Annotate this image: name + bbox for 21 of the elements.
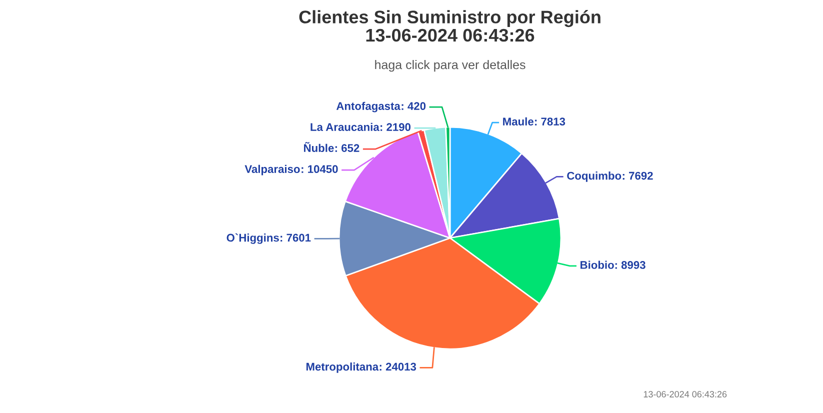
slice-label: Antofagasta	[336, 102, 400, 112]
data-label: : 7692	[622, 172, 653, 180]
data-label: : 2190	[380, 123, 411, 132]
data-label: : 652	[335, 144, 360, 152]
text: 13-06-2024 06:43:26	[644, 391, 727, 398]
data-label: : 7601	[280, 234, 311, 242]
data-label: : 8993	[615, 261, 646, 269]
slice-label: Valparaiso	[244, 164, 300, 176]
data-label: : 420	[402, 102, 426, 110]
data-label: : 24013	[380, 362, 416, 371]
data-label: : 10450	[302, 165, 338, 174]
slice-label: Metropolitana	[306, 362, 379, 373]
slice-label: Maule	[503, 117, 534, 126]
data-label: : 7813	[535, 118, 566, 126]
slice-label: O`Higgins	[226, 233, 279, 244]
chart-title: Clientes Sin Suministro por Región 13-06-2024 06:43:26	[299, 10, 600, 42]
slice-label: La Araucania	[310, 122, 380, 132]
slice-label: Coquimbo	[567, 172, 622, 182]
slice-label: Biobio	[580, 260, 614, 269]
chart-subtitle: haga click para ver detalles	[375, 60, 526, 72]
slice-label: Ñuble	[304, 142, 334, 152]
